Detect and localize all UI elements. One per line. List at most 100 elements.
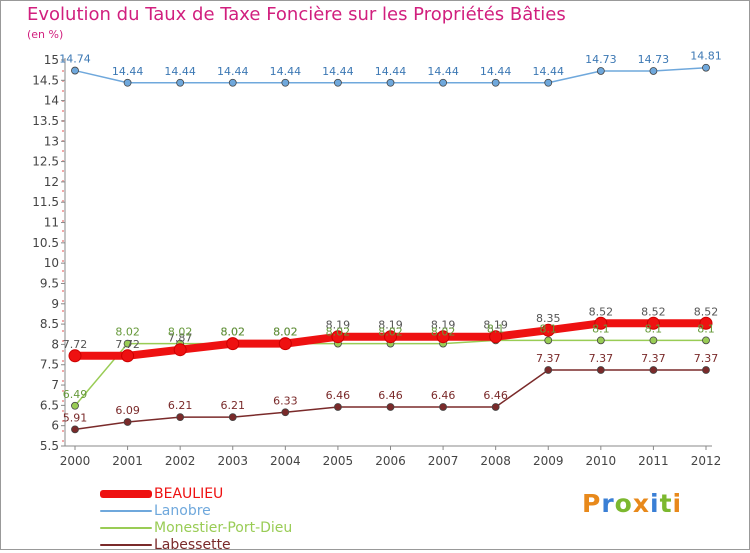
data-point bbox=[173, 343, 187, 357]
data-label: 8.02 bbox=[431, 326, 456, 339]
data-label: 8.19 bbox=[326, 319, 351, 332]
data-label: 8.02 bbox=[378, 326, 403, 339]
y-tick-label: 15 bbox=[44, 53, 59, 67]
data-label: 6.46 bbox=[326, 389, 351, 402]
legend-item: Labessette bbox=[100, 536, 292, 553]
data-point bbox=[544, 78, 553, 87]
data-label: 14.44 bbox=[217, 65, 249, 78]
logo-letter: t bbox=[659, 489, 673, 518]
data-label: 8.02 bbox=[221, 326, 246, 339]
x-tick-label: 2005 bbox=[323, 454, 354, 468]
data-label: 14.81 bbox=[690, 50, 722, 63]
logo-letter: x bbox=[632, 489, 650, 518]
data-label: 8.19 bbox=[431, 319, 456, 332]
data-point bbox=[384, 330, 397, 344]
x-tick-label: 2007 bbox=[428, 454, 459, 468]
data-point bbox=[646, 316, 660, 330]
x-tick-label: 2003 bbox=[217, 454, 248, 468]
x-tick-label: 2002 bbox=[165, 454, 196, 468]
legend-label: Labessette bbox=[154, 536, 231, 553]
data-label: 8.19 bbox=[483, 319, 508, 332]
data-label: 6.46 bbox=[378, 389, 403, 402]
data-point bbox=[596, 336, 605, 345]
data-label: 14.44 bbox=[480, 65, 512, 78]
y-tick-label: 14 bbox=[44, 94, 59, 108]
data-label: 8.35 bbox=[536, 312, 561, 325]
x-tick-label: 2000 bbox=[60, 454, 91, 468]
legend-item: Monestier-Port-Dieu bbox=[100, 519, 292, 536]
data-point bbox=[702, 336, 710, 345]
data-label: 8.02 bbox=[273, 326, 298, 339]
data-point bbox=[334, 403, 342, 411]
y-tick-label: 12.5 bbox=[32, 155, 59, 169]
data-point bbox=[649, 336, 658, 345]
chart-axes: 5.5 6 6.5 7 7.5 8 8.5 9 9.5 10 10.5 11 11.5 12 12.5 13 1… bbox=[32, 53, 721, 468]
data-label: 8.1 bbox=[592, 322, 610, 335]
x-tick-label: 2012 bbox=[691, 454, 722, 468]
data-point bbox=[71, 401, 79, 410]
logo-letter: i bbox=[650, 489, 660, 518]
data-label: 8.1 bbox=[697, 322, 715, 335]
y-tick-label: 6.5 bbox=[40, 398, 59, 412]
data-point bbox=[386, 78, 395, 87]
data-point bbox=[281, 78, 290, 87]
data-point bbox=[123, 78, 132, 87]
x-tick-label: 2001 bbox=[112, 454, 143, 468]
data-labels: 7.72 7.72 7.87 8.02 8.028.19 8.19 8.19 8.198.35… bbox=[59, 50, 722, 425]
data-point bbox=[278, 337, 292, 351]
legend-swatch bbox=[100, 526, 152, 529]
y-tick-label: 8 bbox=[51, 337, 59, 351]
series-lines bbox=[71, 66, 710, 431]
data-label: 7.37 bbox=[694, 352, 719, 365]
data-point bbox=[228, 413, 237, 422]
data-point bbox=[596, 67, 605, 75]
y-tick-label: 11.5 bbox=[32, 195, 59, 209]
logo-letter: r bbox=[601, 489, 615, 518]
y-tick-label: 7.5 bbox=[40, 358, 59, 372]
data-label: 8.1 bbox=[540, 322, 558, 335]
data-label: 8.19 bbox=[378, 319, 403, 332]
data-label: 14.73 bbox=[638, 53, 670, 66]
data-point bbox=[386, 403, 395, 411]
data-label: 8.02 bbox=[168, 326, 193, 339]
data-point bbox=[489, 330, 503, 344]
data-label: 14.44 bbox=[533, 65, 565, 78]
x-tick-label: 2011 bbox=[638, 454, 669, 468]
data-label: 7.37 bbox=[589, 352, 614, 365]
data-point bbox=[176, 413, 185, 422]
data-point bbox=[68, 349, 82, 363]
y-tick-label: 5.5 bbox=[40, 439, 59, 453]
data-label: 7.72 bbox=[115, 338, 140, 351]
data-label: 14.44 bbox=[375, 65, 407, 78]
legend-label: BEAULIEU bbox=[154, 485, 224, 502]
logo-letter: o bbox=[614, 489, 633, 518]
data-point bbox=[594, 316, 608, 330]
legend-swatch bbox=[100, 543, 152, 546]
y-tick-label: 14.5 bbox=[32, 73, 59, 87]
data-point bbox=[123, 418, 132, 426]
y-tick-label: 13.5 bbox=[32, 114, 59, 128]
logo-letter: P bbox=[582, 489, 602, 518]
data-label: 8.02 bbox=[115, 326, 140, 339]
data-point bbox=[228, 78, 237, 87]
y-tick-label: 6 bbox=[51, 419, 59, 433]
data-label: 14.44 bbox=[322, 65, 354, 78]
y-tick-label: 9 bbox=[51, 297, 59, 311]
logo-letter: i bbox=[672, 489, 683, 518]
y-tick-label: 11 bbox=[44, 216, 59, 230]
unit-label: (en %) bbox=[27, 28, 64, 41]
data-label: 6.49 bbox=[63, 388, 88, 401]
x-tick-label: 2004 bbox=[270, 454, 301, 468]
data-label: 8.02 bbox=[326, 326, 351, 339]
legend: BEAULIEU Lanobre Monestier-Port-Dieu Labess… bbox=[100, 485, 292, 553]
data-point bbox=[436, 330, 450, 344]
data-label: 5.91 bbox=[63, 411, 88, 424]
data-label: 6.46 bbox=[431, 389, 456, 402]
proxiti-logo: Proxiti bbox=[582, 489, 682, 518]
data-label: 6.09 bbox=[115, 404, 140, 417]
y-tick-label: 8.5 bbox=[40, 317, 59, 331]
x-tick-label: 2006 bbox=[375, 454, 406, 468]
data-label: 8.52 bbox=[589, 305, 614, 318]
